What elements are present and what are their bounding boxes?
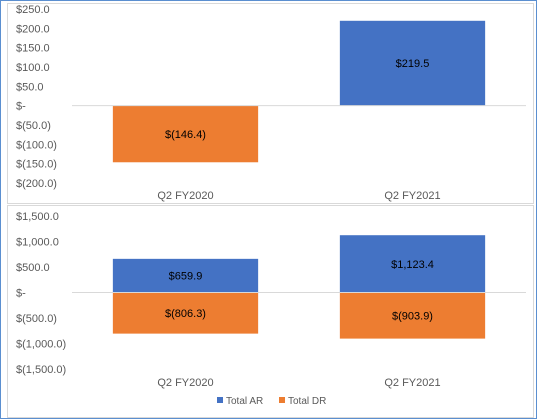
y-tick-label: $50.0 xyxy=(16,81,44,93)
legend-swatch xyxy=(217,397,223,403)
legend-swatch xyxy=(279,397,285,403)
y-tick-label: $1,500.0 xyxy=(16,211,59,223)
legend-entry: Total AR xyxy=(226,396,263,407)
legend-entry: Total DR xyxy=(288,396,326,407)
category-label: Q2 FY2021 xyxy=(384,190,440,202)
bottom-chart-panel: $1,500.0 $1,000.0 $500.0 $- $(500.0) $(1,000.… xyxy=(7,205,534,418)
data-label: $(806.3) xyxy=(165,308,206,320)
y-tick-label: $- xyxy=(16,101,26,113)
y-tick-label: $(50.0) xyxy=(16,120,51,132)
y-tick-label: $(150.0) xyxy=(16,159,57,171)
top-chart-panel: $250.0 $200.0 $150.0 $100.0 $50.0 $- $(50.0) $(… xyxy=(7,3,534,204)
bar xyxy=(112,105,259,163)
bar xyxy=(339,20,486,106)
bar xyxy=(339,235,486,293)
y-tick-label: $(100.0) xyxy=(16,139,57,151)
y-tick-label: $100.0 xyxy=(16,62,50,74)
y-tick-label: $250.0 xyxy=(16,4,50,16)
y-tick-label: $(500.0) xyxy=(16,313,57,325)
y-tick-label: $1,000.0 xyxy=(16,237,59,249)
y-tick-label: $(200.0) xyxy=(16,178,57,190)
bar xyxy=(112,258,259,293)
bottom-stacked-bar-chart: $1,500.0 $1,000.0 $500.0 $- $(500.0) $(1,000.… xyxy=(16,211,526,407)
category-label: Q2 FY2021 xyxy=(384,377,440,389)
top-bar-chart: $250.0 $200.0 $150.0 $100.0 $50.0 $- $(50.0) $(… xyxy=(16,4,526,202)
data-label: $(146.4) xyxy=(165,129,206,141)
y-tick-label: $(1,500.0) xyxy=(16,364,66,376)
data-label: $(903.9) xyxy=(392,311,433,323)
bar xyxy=(339,292,486,339)
bar xyxy=(112,292,259,334)
data-label: $659.9 xyxy=(169,271,203,283)
y-tick-label: $150.0 xyxy=(16,43,50,55)
y-tick-label: $500.0 xyxy=(16,262,50,274)
category-label: Q2 FY2020 xyxy=(157,190,213,202)
data-label: $1,123.4 xyxy=(391,259,434,271)
category-label: Q2 FY2020 xyxy=(157,377,213,389)
y-tick-label: $- xyxy=(16,288,26,300)
data-label: $219.5 xyxy=(396,58,430,70)
y-tick-label: $200.0 xyxy=(16,23,50,35)
y-tick-label: $(1,000.0) xyxy=(16,339,66,351)
